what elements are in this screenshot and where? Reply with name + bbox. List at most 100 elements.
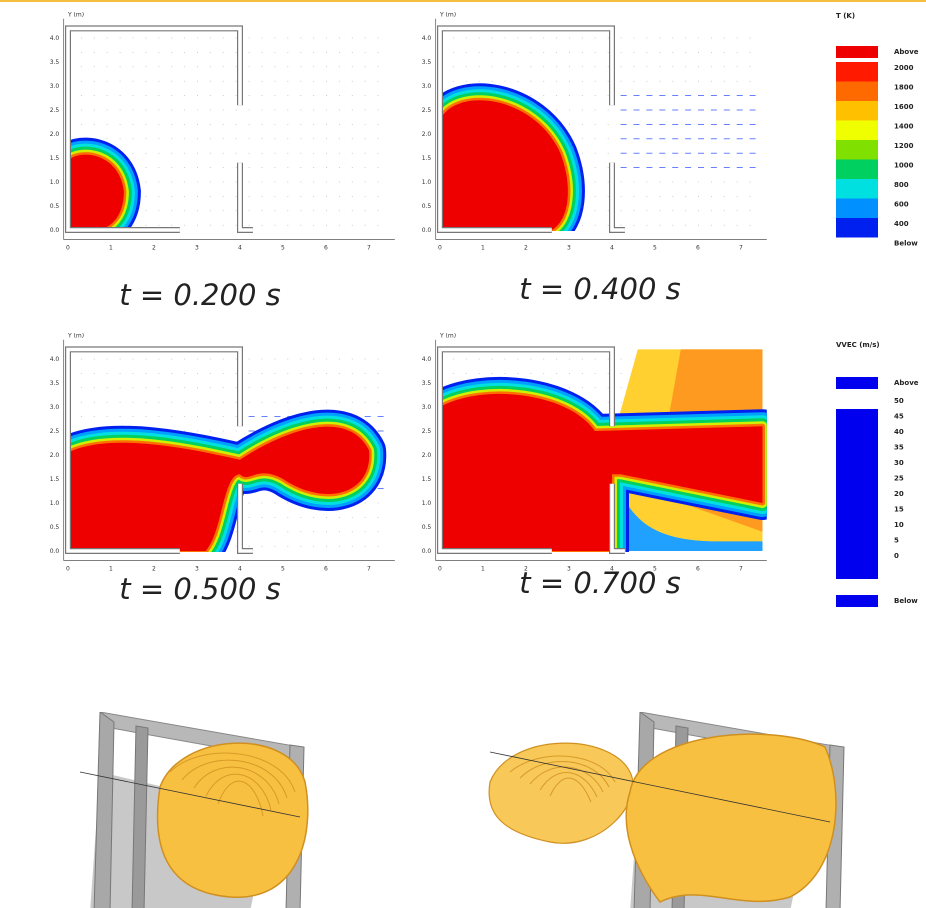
velocity-legend: VVEC (m/s)Above50454035302520151050Below <box>828 335 926 615</box>
x-tick-label: 4 <box>610 245 614 252</box>
x-tick-label: 4 <box>238 245 242 252</box>
x-tick-label: 6 <box>696 245 700 252</box>
legend-swatch <box>836 62 878 82</box>
legend-label: 800 <box>894 181 909 189</box>
y-tick-label: 0.5 <box>422 203 432 210</box>
y-axis-label: Y (m) <box>439 12 456 18</box>
y-tick-label: 1.0 <box>422 500 432 507</box>
y-tick-label: 4.0 <box>50 356 60 363</box>
panel-caption: t = 0.200 s <box>119 278 280 312</box>
y-tick-label: 1.0 <box>422 179 432 186</box>
legend-label: Above <box>894 379 919 387</box>
x-tick-label: 6 <box>324 566 328 573</box>
legend-label: 1800 <box>894 84 914 92</box>
y-tick-label: 3.0 <box>50 404 60 411</box>
legend-title: VVEC (m/s) <box>836 341 880 349</box>
legend-label: 30 <box>894 459 904 467</box>
x-tick-label: 5 <box>281 245 285 252</box>
legend-label: 400 <box>894 220 909 228</box>
sim-panel: Y (m)012345670.00.51.01.52.02.53.03.54.0 <box>28 333 408 573</box>
legend-swatch <box>836 121 878 141</box>
legend-swatch <box>836 199 878 219</box>
legend-label: 600 <box>894 201 909 209</box>
y-tick-label: 2.5 <box>50 107 60 114</box>
x-tick-label: 7 <box>739 245 743 252</box>
y-tick-label: 2.0 <box>422 452 432 459</box>
legend-label: 1400 <box>894 123 914 131</box>
temperature-field <box>68 155 124 230</box>
y-axis-label: Y (m) <box>67 333 84 339</box>
x-tick-label: 7 <box>739 566 743 573</box>
y-tick-label: 1.5 <box>50 155 60 162</box>
x-tick-label: 0 <box>66 566 70 573</box>
render-3d <box>60 712 360 908</box>
x-tick-label: 6 <box>696 566 700 573</box>
y-tick-label: 0.0 <box>422 548 432 555</box>
legend-swatch <box>836 140 878 160</box>
legend-swatch <box>836 179 878 199</box>
legend-title: T (K) <box>836 12 855 20</box>
x-tick-label: 5 <box>281 566 285 573</box>
y-tick-label: 2.5 <box>50 428 60 435</box>
page: {"panels":[{"caption":"t = 0.200 s"},{"c… <box>0 0 926 908</box>
legend-swatch <box>836 82 878 102</box>
legend-swatch <box>836 595 878 607</box>
legend-label: 25 <box>894 475 904 483</box>
legend-label: Above <box>894 48 919 56</box>
y-tick-label: 0.5 <box>50 524 60 531</box>
x-tick-label: 1 <box>481 566 485 573</box>
x-tick-label: 1 <box>109 245 113 252</box>
temperature-field <box>68 427 369 551</box>
temperature-field <box>440 349 763 551</box>
legend-swatch <box>836 377 878 389</box>
legend-swatch <box>836 160 878 180</box>
top-rule <box>0 0 926 2</box>
y-tick-label: 3.5 <box>422 380 432 387</box>
legend-label: 15 <box>894 506 904 514</box>
y-tick-label: 3.5 <box>50 380 60 387</box>
y-tick-label: 3.0 <box>422 83 432 90</box>
legend-swatch <box>836 409 878 579</box>
legend-label: Below <box>894 240 918 248</box>
y-tick-label: 2.5 <box>422 107 432 114</box>
fire-volume <box>158 743 308 897</box>
legend-label: 5 <box>894 537 899 545</box>
y-tick-label: 0.0 <box>50 548 60 555</box>
legend-label: 50 <box>894 397 904 405</box>
y-tick-label: 3.5 <box>422 59 432 66</box>
y-tick-label: 2.0 <box>50 452 60 459</box>
x-tick-label: 3 <box>567 245 571 252</box>
x-tick-label: 6 <box>324 245 328 252</box>
y-tick-label: 1.0 <box>50 500 60 507</box>
y-tick-label: 2.5 <box>422 428 432 435</box>
legend-label: 1600 <box>894 103 914 111</box>
y-tick-label: 0.5 <box>422 524 432 531</box>
y-tick-label: 3.0 <box>422 404 432 411</box>
y-tick-label: 4.0 <box>422 35 432 42</box>
y-axis-label: Y (m) <box>67 12 84 18</box>
legend-label: 45 <box>894 413 904 421</box>
y-tick-label: 0.5 <box>50 203 60 210</box>
x-tick-label: 7 <box>367 245 371 252</box>
x-tick-label: 2 <box>152 245 156 252</box>
box-left <box>94 712 114 908</box>
legend-swatch <box>836 218 878 238</box>
x-tick-label: 1 <box>481 245 485 252</box>
panel-caption: t = 0.400 s <box>519 272 680 306</box>
y-tick-label: 1.0 <box>50 179 60 186</box>
y-tick-label: 2.0 <box>422 131 432 138</box>
legend-swatch <box>836 101 878 121</box>
fire-volume <box>489 743 633 843</box>
legend-label: 40 <box>894 428 904 436</box>
y-tick-label: 1.5 <box>50 476 60 483</box>
y-tick-label: 2.0 <box>50 131 60 138</box>
x-tick-label: 7 <box>367 566 371 573</box>
legend-label: 1000 <box>894 162 914 170</box>
temperature-legend: T (K)Above200018001600140012001000800600… <box>828 8 926 278</box>
y-axis-label: Y (m) <box>439 333 456 339</box>
y-tick-label: 4.0 <box>50 35 60 42</box>
render-3d <box>470 712 870 908</box>
panel-caption: t = 0.500 s <box>119 572 280 606</box>
